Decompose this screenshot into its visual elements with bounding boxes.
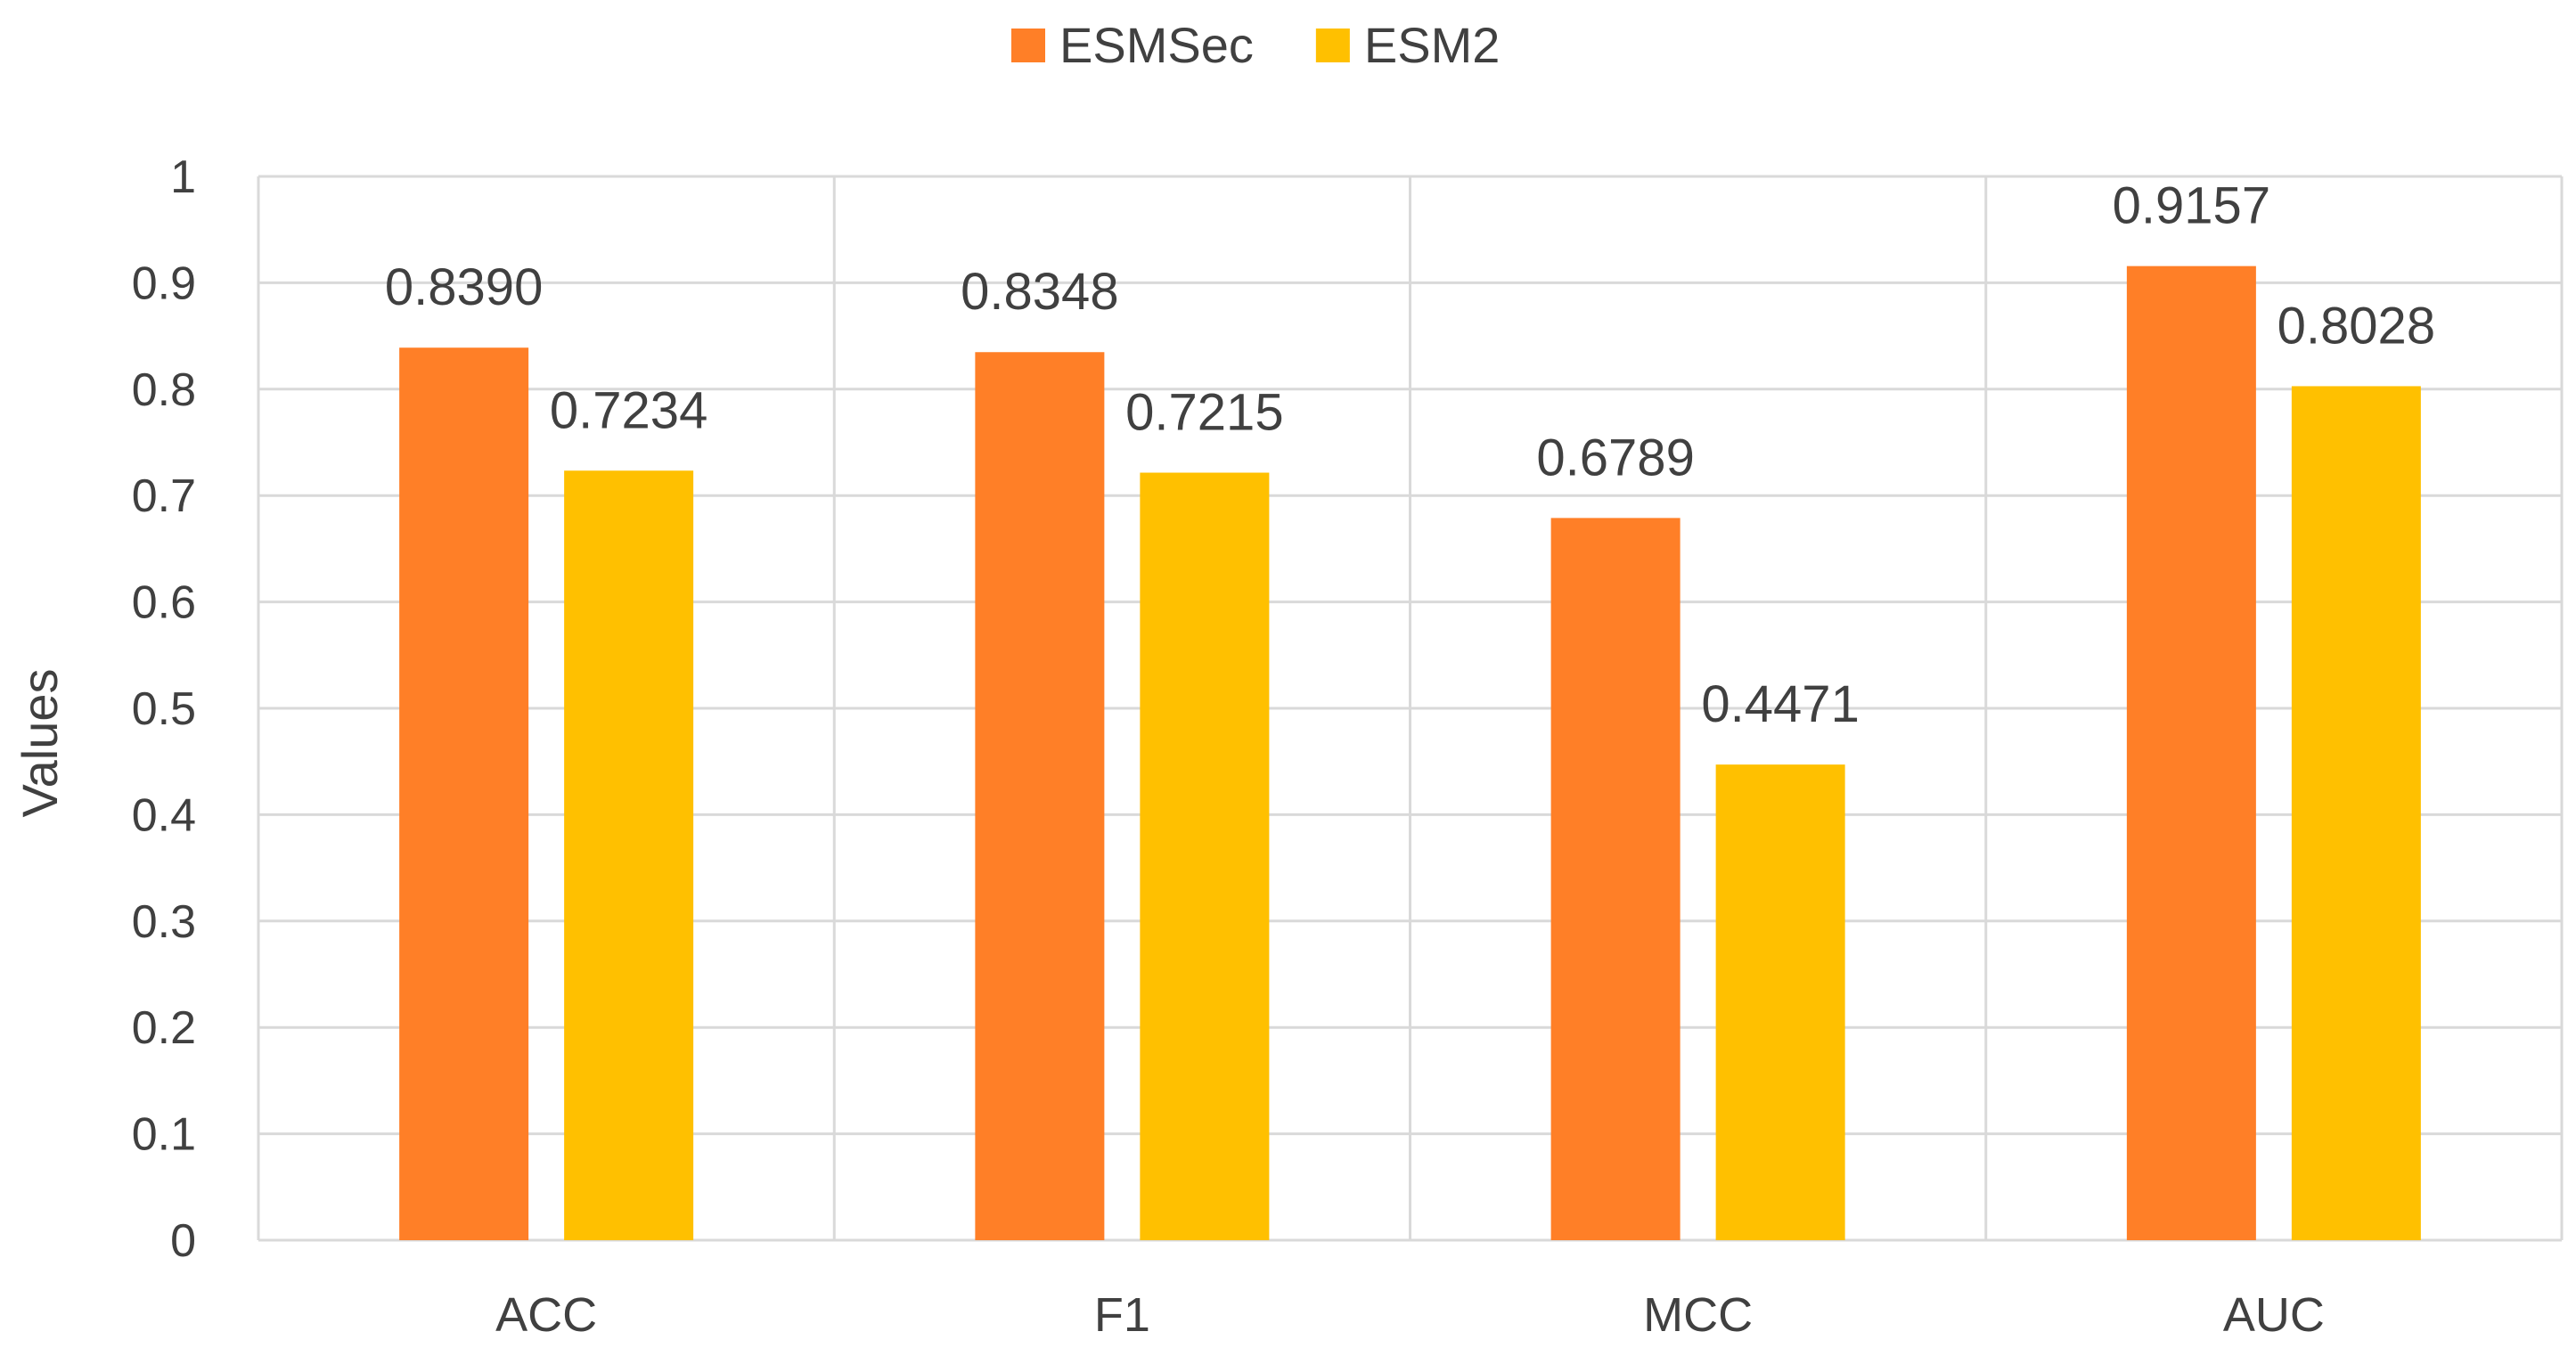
- bar-esmsec-mcc: [1550, 518, 1681, 1240]
- y-tick-label: 0.6: [132, 577, 196, 629]
- data-label-esmsec-f1: 0.8348: [961, 263, 1118, 321]
- legend-label-esmsec: ESMSec: [1059, 17, 1254, 73]
- legend-swatch-esm2: [1315, 29, 1350, 62]
- bar-esm2-auc: [2291, 386, 2421, 1240]
- axis-layer: 0 0.1 0.2 0.3 0.4 0.5 0.6 0.7 0.8 0.9 1 ACC F1 MCC AUC: [132, 151, 2325, 1342]
- y-tick-label: 0.7: [132, 470, 196, 522]
- y-tick-label: 0: [170, 1215, 196, 1267]
- data-label-esmsec-auc: 0.9157: [2113, 177, 2270, 235]
- legend-label-esm2: ESM2: [1364, 17, 1501, 73]
- bar-esm2-f1: [1140, 472, 1270, 1240]
- x-tick-label: F1: [1094, 1288, 1150, 1342]
- y-tick-label: 0.3: [132, 896, 196, 948]
- y-tick-label: 0.5: [132, 683, 196, 735]
- y-tick-label: 0.9: [132, 257, 196, 309]
- x-tick-label: ACC: [495, 1288, 597, 1342]
- bar-esm2-acc: [564, 470, 694, 1240]
- bar-esmsec-f1: [975, 352, 1105, 1241]
- bar-esmsec-acc: [399, 347, 529, 1240]
- y-tick-label: 0.4: [132, 789, 196, 841]
- legend: ESMSec ESM2: [1011, 17, 1500, 73]
- data-label-layer: 0.8390 0.7234 0.8348 0.7215 0.6789 0.4471 0.91…: [385, 177, 2435, 734]
- data-label-esmsec-acc: 0.8390: [385, 258, 543, 316]
- bar-layer: [399, 265, 2421, 1241]
- legend-swatch-esmsec: [1011, 29, 1045, 62]
- data-label-esm2-f1: 0.7215: [1125, 384, 1283, 442]
- x-tick-label: AUC: [2223, 1288, 2325, 1342]
- bar-esm2-mcc: [1715, 764, 1845, 1240]
- y-tick-label: 1: [170, 151, 196, 203]
- data-label-esm2-acc: 0.7234: [550, 381, 707, 439]
- y-tick-label: 0.2: [132, 1002, 196, 1054]
- data-label-esm2-auc: 0.8028: [2278, 297, 2435, 355]
- y-tick-label: 0.1: [132, 1109, 196, 1161]
- y-axis-title: Values: [12, 668, 68, 817]
- x-tick-label: MCC: [1643, 1288, 1753, 1342]
- data-label-esmsec-mcc: 0.6789: [1536, 429, 1694, 486]
- bar-esmsec-auc: [2126, 265, 2256, 1241]
- data-label-esm2-mcc: 0.4471: [1701, 675, 1859, 733]
- y-tick-label: 0.8: [132, 364, 196, 416]
